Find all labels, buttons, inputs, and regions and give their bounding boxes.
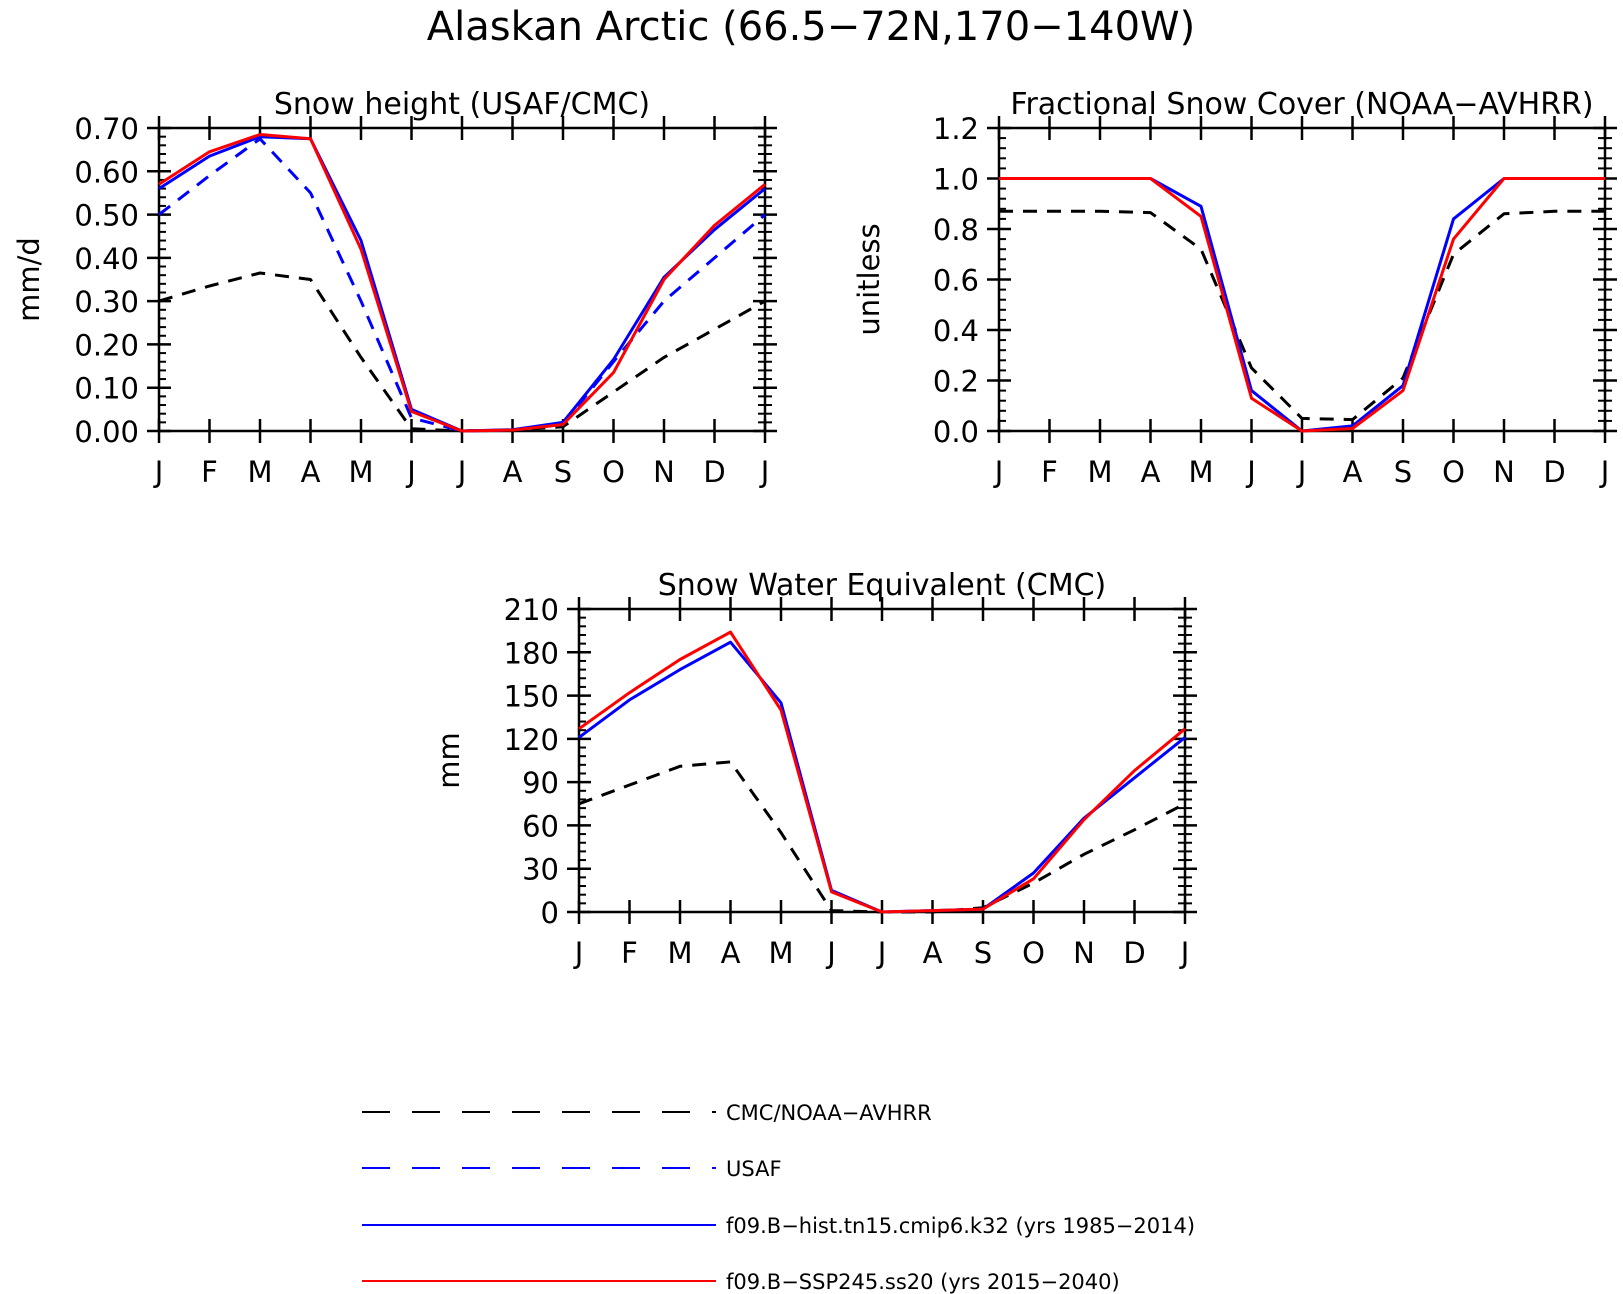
x-tick-label: J: [993, 455, 1004, 489]
legend-label: f09.B−hist.tn15.cmip6.k32 (yrs 1985−2014…: [726, 1214, 1195, 1238]
x-tick-label: J: [1599, 455, 1610, 489]
x-tick-label: N: [1493, 455, 1515, 489]
x-tick-label: M: [667, 936, 692, 970]
x-tick-label: A: [1343, 455, 1363, 489]
x-tick-label: J: [1179, 936, 1190, 970]
x-tick-label: D: [1123, 936, 1145, 970]
chart-panel-3: Snow Water Equivalent (CMC)mmJ F M A M J J A S O N…: [432, 568, 1197, 970]
x-tick-label: J: [1296, 455, 1307, 489]
y-tick-label: 0.4: [933, 314, 979, 348]
x-tick-label: A: [503, 455, 523, 489]
y-tick-label: 120: [504, 723, 559, 757]
legend-label: f09.B−SSP245.ss20 (yrs 2015−2040): [726, 1270, 1120, 1294]
y-tick-label: 90: [522, 766, 559, 800]
x-tick-label: M: [348, 455, 373, 489]
series-line-obs: [578, 760, 1186, 914]
panels: Snow height (USAF/CMC)mm/dJ F M A M J J A S O N D J0…: [12, 87, 1617, 970]
chart-panel-2: Fractional Snow Cover (NOAA−AVHRR)unitle…: [852, 87, 1617, 489]
y-tick-label: 0.70: [74, 112, 139, 146]
y-tick-label: 0: [541, 896, 559, 930]
y-tick-label: 150: [504, 680, 559, 714]
y-axis-label: mm: [432, 732, 466, 789]
y-tick-label: 30: [522, 853, 559, 887]
x-tick-label: F: [621, 936, 638, 970]
legend-label: USAF: [726, 1157, 782, 1181]
x-tick-label: J: [825, 936, 836, 970]
series-line-ssp: [999, 177, 1605, 433]
y-tick-label: 0.00: [74, 415, 139, 449]
x-tick-label: J: [153, 455, 164, 489]
chart-panel-1: Snow height (USAF/CMC)mm/dJ F M A M J J A S O N D J0…: [12, 87, 777, 489]
x-tick-label: N: [653, 455, 675, 489]
plot-frame: [157, 126, 767, 433]
x-tick-label: A: [1141, 455, 1161, 489]
x-tick-label: F: [1041, 455, 1058, 489]
legend: CMC/NOAA−AVHRR USAF f09.B−hist.tn15.cmip6.…: [362, 1101, 1195, 1294]
x-tick-label: J: [759, 455, 770, 489]
x-tick-label: D: [703, 455, 725, 489]
y-tick-label: 210: [504, 593, 559, 627]
x-tick-label: D: [1543, 455, 1565, 489]
y-tick-label: 180: [504, 636, 559, 670]
y-axis-label: unitless: [852, 223, 886, 335]
x-tick-label: M: [768, 936, 793, 970]
plot-frame: [577, 607, 1187, 914]
y-tick-label: 1.0: [933, 163, 979, 197]
y-axis-label: mm/d: [12, 237, 46, 322]
x-tick-label: J: [573, 936, 584, 970]
y-tick-label: 0.6: [933, 264, 979, 298]
main-title: Alaskan Arctic (66.5−72N,170−140W): [427, 4, 1195, 50]
x-tick-label: M: [1188, 455, 1213, 489]
y-tick-label: 0.8: [933, 213, 979, 247]
y-tick-label: 0.40: [74, 242, 139, 276]
y-tick-label: 0.60: [74, 155, 139, 189]
legend-item-obs: CMC/NOAA−AVHRR: [362, 1101, 932, 1125]
y-tick-label: 60: [522, 809, 559, 843]
x-tick-label: O: [602, 455, 625, 489]
x-tick-label: F: [201, 455, 218, 489]
x-tick-label: S: [1394, 455, 1412, 489]
y-tick-label: 1.2: [933, 112, 979, 146]
series-line-hist: [158, 135, 766, 433]
y-tick-label: 0.2: [933, 365, 979, 399]
y-tick-label: 0.20: [74, 328, 139, 362]
series-line-ssp: [158, 133, 766, 433]
x-tick-label: M: [1087, 455, 1112, 489]
y-tick-label: 0.50: [74, 199, 139, 233]
x-tick-label: J: [405, 455, 416, 489]
legend-item-ssp: f09.B−SSP245.ss20 (yrs 2015−2040): [362, 1270, 1120, 1294]
x-tick-label: N: [1073, 936, 1095, 970]
y-tick-label: 0.30: [74, 285, 139, 319]
legend-item-usaf: USAF: [362, 1157, 782, 1181]
series-line-obs: [158, 271, 766, 433]
x-tick-label: J: [876, 936, 887, 970]
y-tick-label: 0.10: [74, 372, 139, 406]
series-line-usaf: [158, 137, 766, 433]
series-line-ssp: [578, 630, 1186, 914]
legend-label: CMC/NOAA−AVHRR: [726, 1101, 932, 1125]
x-tick-label: O: [1022, 936, 1045, 970]
legend-item-hist: f09.B−hist.tn15.cmip6.k32 (yrs 1985−2014…: [362, 1214, 1195, 1238]
x-tick-label: A: [923, 936, 943, 970]
series-line-obs: [999, 209, 1605, 422]
plot-frame: [997, 126, 1607, 433]
x-tick-label: S: [554, 455, 572, 489]
x-tick-label: A: [301, 455, 321, 489]
x-tick-label: O: [1442, 455, 1465, 489]
x-tick-label: S: [974, 936, 992, 970]
x-tick-label: J: [456, 455, 467, 489]
series-line-hist: [578, 640, 1186, 914]
x-tick-label: M: [247, 455, 272, 489]
x-tick-label: A: [721, 936, 741, 970]
x-tick-label: J: [1245, 455, 1256, 489]
series-line-hist: [999, 177, 1605, 433]
y-tick-label: 0.0: [933, 415, 979, 449]
